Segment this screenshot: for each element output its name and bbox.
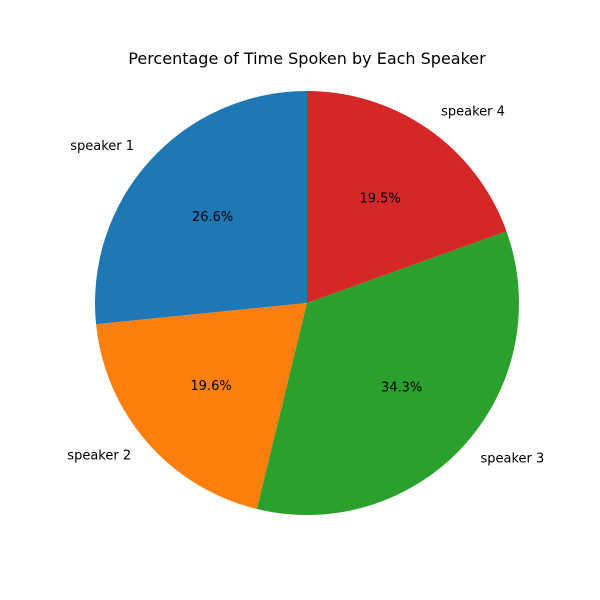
slice-percent-1: 26.6% <box>192 210 233 225</box>
slice-percent-2: 19.6% <box>190 379 231 394</box>
slice-percent-3: 34.3% <box>381 381 422 396</box>
pie-labels: speaker 1 26.6% speaker 2 19.6% speaker 3 34.… <box>67 105 544 467</box>
pie-slice-4 <box>307 91 507 303</box>
pie-slice-3 <box>256 231 520 516</box>
slice-percent-4: 19.5% <box>359 191 400 206</box>
pie-slices <box>94 91 520 516</box>
slice-label-3: speaker 3 <box>480 451 544 466</box>
pie-slice-2 <box>96 303 307 509</box>
pie-slice-1 <box>94 91 308 325</box>
slice-label-1: speaker 1 <box>70 139 134 154</box>
chart-title: Percentage of Time Spoken by Each Speake… <box>128 49 486 68</box>
slice-label-2: speaker 2 <box>67 449 131 464</box>
slice-label-4: speaker 4 <box>441 105 505 120</box>
